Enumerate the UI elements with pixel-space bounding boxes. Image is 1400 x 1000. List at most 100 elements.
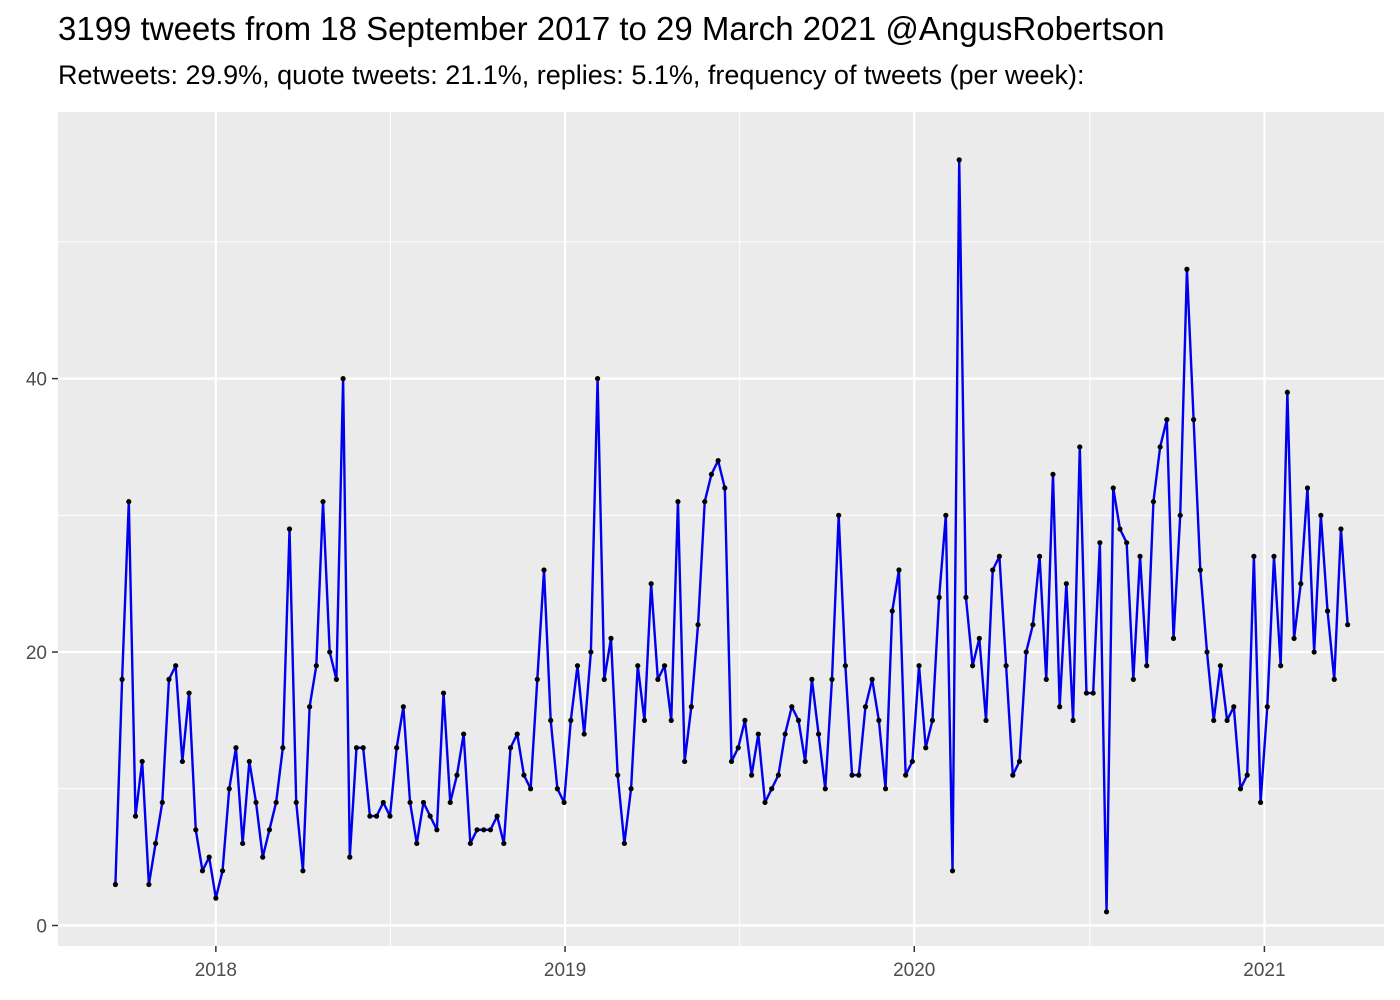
data-point bbox=[762, 799, 768, 806]
data-point bbox=[702, 499, 708, 505]
data-point bbox=[695, 622, 701, 628]
data-point bbox=[621, 840, 627, 847]
data-point bbox=[253, 799, 259, 806]
data-point bbox=[1124, 540, 1130, 546]
chart-title: 3199 tweets from 18 September 2017 to 29… bbox=[58, 10, 1165, 47]
data-point bbox=[936, 594, 942, 600]
data-point bbox=[1097, 540, 1103, 546]
data-point bbox=[742, 717, 748, 724]
data-point bbox=[943, 512, 949, 518]
data-point bbox=[722, 485, 728, 491]
data-point bbox=[1251, 553, 1257, 559]
data-point bbox=[1197, 567, 1203, 573]
data-point bbox=[514, 731, 520, 737]
data-point bbox=[1264, 704, 1270, 710]
data-point bbox=[193, 827, 199, 833]
data-point bbox=[822, 786, 828, 792]
data-point bbox=[1070, 717, 1076, 724]
data-point bbox=[1224, 717, 1230, 724]
data-point bbox=[481, 827, 487, 833]
data-point bbox=[367, 813, 373, 819]
data-point bbox=[996, 553, 1003, 559]
data-point bbox=[280, 745, 286, 751]
data-point bbox=[407, 799, 413, 806]
data-point bbox=[179, 758, 185, 765]
data-point bbox=[487, 827, 494, 833]
data-point bbox=[889, 608, 895, 614]
y-tick-label: 40 bbox=[26, 370, 47, 391]
data-point bbox=[608, 635, 614, 641]
data-point bbox=[400, 704, 406, 710]
x-tick-label: 2020 bbox=[893, 960, 935, 981]
data-point bbox=[1345, 622, 1351, 628]
data-point bbox=[615, 772, 621, 778]
data-point bbox=[735, 745, 741, 751]
data-point bbox=[682, 758, 688, 765]
data-point bbox=[1170, 635, 1177, 641]
data-point bbox=[119, 676, 125, 682]
data-point bbox=[152, 840, 159, 847]
data-point bbox=[186, 690, 192, 696]
data-point bbox=[1191, 417, 1197, 423]
data-point bbox=[1090, 690, 1096, 696]
data-point bbox=[1204, 649, 1210, 655]
data-point bbox=[260, 854, 266, 860]
data-point bbox=[1010, 772, 1016, 778]
data-point bbox=[1217, 663, 1223, 669]
data-point bbox=[307, 704, 313, 710]
data-point bbox=[668, 717, 674, 724]
data-point bbox=[266, 827, 273, 833]
data-point bbox=[688, 704, 694, 710]
data-point bbox=[561, 799, 567, 806]
data-point bbox=[675, 499, 681, 505]
data-point bbox=[775, 772, 782, 778]
data-point bbox=[802, 758, 808, 765]
data-point bbox=[427, 813, 433, 819]
data-point bbox=[313, 663, 319, 669]
data-point bbox=[601, 676, 607, 682]
data-point bbox=[534, 676, 540, 682]
data-point bbox=[1150, 499, 1157, 505]
data-point bbox=[856, 772, 862, 778]
data-point bbox=[380, 799, 386, 806]
data-point bbox=[829, 676, 835, 682]
data-point bbox=[387, 813, 393, 819]
data-point bbox=[1130, 676, 1136, 682]
data-point bbox=[286, 526, 293, 532]
data-point bbox=[594, 376, 601, 382]
data-point bbox=[916, 663, 922, 669]
data-point bbox=[909, 758, 915, 765]
x-tick-label: 2018 bbox=[195, 960, 237, 981]
data-point bbox=[903, 772, 909, 778]
data-point bbox=[574, 663, 581, 669]
data-point bbox=[1304, 485, 1311, 491]
data-point bbox=[320, 499, 326, 505]
data-point bbox=[541, 567, 547, 573]
data-point bbox=[1231, 704, 1237, 710]
data-point bbox=[876, 717, 882, 724]
x-tick-label: 2019 bbox=[544, 960, 586, 981]
data-point bbox=[1291, 635, 1297, 641]
data-point bbox=[1298, 581, 1304, 587]
data-point bbox=[1110, 485, 1116, 491]
data-point bbox=[655, 676, 661, 682]
data-point bbox=[126, 499, 132, 505]
data-point bbox=[373, 813, 380, 819]
data-point bbox=[809, 676, 815, 682]
data-point bbox=[1311, 649, 1317, 655]
data-point bbox=[1050, 471, 1056, 477]
data-point bbox=[976, 635, 982, 641]
data-point bbox=[199, 868, 206, 874]
data-point bbox=[454, 772, 460, 778]
data-point bbox=[394, 745, 400, 751]
data-point bbox=[1003, 663, 1009, 669]
data-point bbox=[1244, 772, 1250, 778]
y-tick-label: 20 bbox=[26, 643, 47, 664]
data-point bbox=[795, 717, 802, 724]
data-point bbox=[340, 376, 346, 382]
data-point bbox=[353, 745, 360, 751]
data-point bbox=[414, 840, 420, 847]
data-point bbox=[990, 567, 996, 573]
